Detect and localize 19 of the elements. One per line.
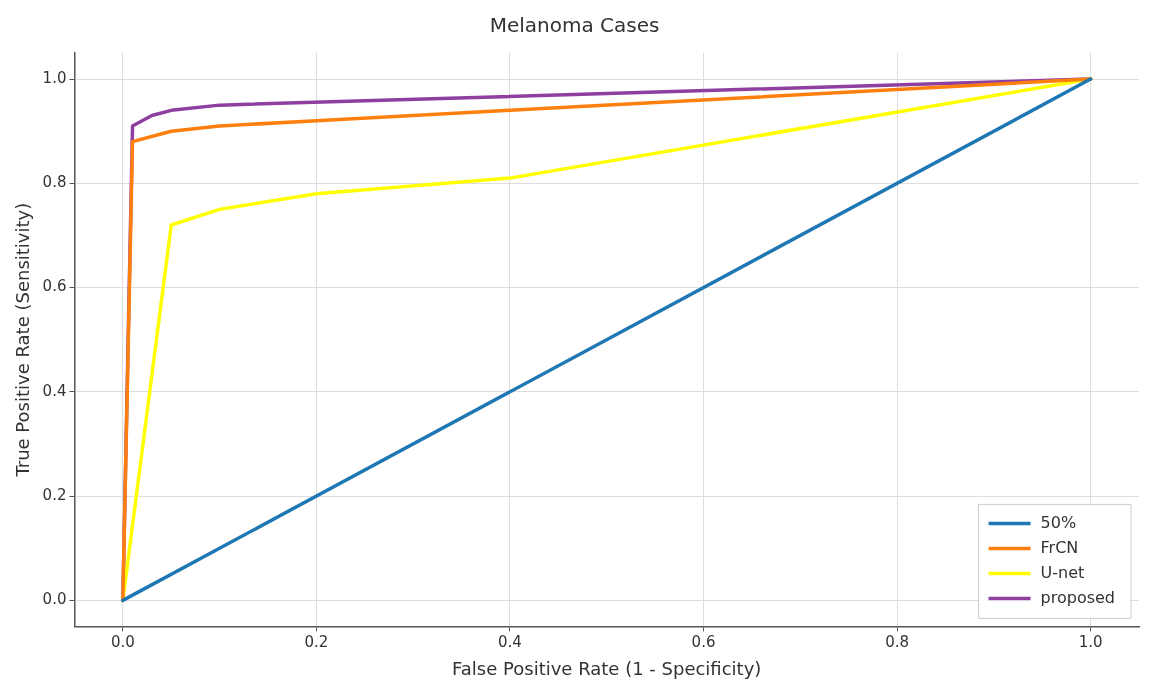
y-tick-label: 1.0 xyxy=(42,68,67,87)
x-tick-label: 0.8 xyxy=(885,633,909,652)
y-tick-label: 0.8 xyxy=(42,173,67,192)
y-tick-label: 0.0 xyxy=(42,590,67,609)
y-tick-label: 0.2 xyxy=(42,485,67,504)
legend-label: proposed xyxy=(1040,587,1115,607)
x-tick-label: 0.6 xyxy=(691,633,716,652)
y-tick-label: 0.6 xyxy=(42,277,67,296)
y-axis-title: True Positive Rate (Sensitivity) xyxy=(12,202,34,478)
legend-label: 50% xyxy=(1040,512,1077,532)
x-axis-title: False Positive Rate (1 - Specificity) xyxy=(452,657,762,679)
x-tick-label: 0.4 xyxy=(498,633,522,652)
y-tick-label: 0.4 xyxy=(42,381,67,400)
chart-title: Melanoma Cases xyxy=(489,13,660,38)
x-tick-label: 0.2 xyxy=(304,633,329,652)
legend-label: U-net xyxy=(1040,562,1085,582)
x-tick-label: 1.0 xyxy=(1078,633,1103,652)
x-tick-label: 0.0 xyxy=(110,633,135,652)
legend-label: FrCN xyxy=(1040,537,1079,557)
